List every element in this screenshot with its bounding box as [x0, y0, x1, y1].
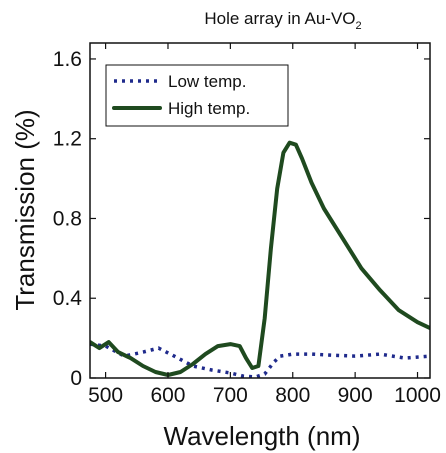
x-tick-label: 600: [150, 384, 185, 407]
x-axis-ticks: 500 600 700 800 900 1000: [88, 43, 441, 407]
chart-title-main: Hole array in Au-VO: [204, 9, 355, 28]
chart-title-subscript: 2: [356, 20, 362, 32]
series-line-high-temp: [90, 140, 430, 377]
series-line-low-temp: [90, 342, 430, 378]
legend-label-low-temp: Low temp.: [168, 72, 246, 91]
x-tick-label: 700: [213, 384, 248, 407]
y-axis-ticks: 0 0.4 0.8 1.2 1.6: [53, 48, 430, 390]
plot-frame: [89, 42, 431, 379]
y-tick-label: 1.2: [53, 128, 82, 151]
legend-label-high-temp: High temp.: [168, 99, 250, 118]
x-tick-label: 1000: [394, 384, 441, 407]
y-tick-label: 0.8: [53, 207, 82, 230]
x-axis-label: Wavelength (nm): [164, 421, 361, 451]
y-axis-label: Transmission (%): [10, 109, 40, 310]
y-tick-label: 1.6: [53, 48, 82, 71]
x-tick-label: 800: [275, 384, 310, 407]
x-tick-label: 500: [88, 384, 123, 407]
legend-box: [105, 64, 289, 127]
x-tick-label: 900: [338, 384, 373, 407]
y-tick-label: 0: [70, 367, 82, 390]
y-tick-label: 0.4: [53, 287, 83, 310]
series-layer: [90, 140, 430, 378]
chart-title: Hole array in Au-VO2: [204, 9, 361, 32]
legend: Low temp. High temp.: [105, 64, 289, 127]
plot-area: [90, 140, 430, 378]
